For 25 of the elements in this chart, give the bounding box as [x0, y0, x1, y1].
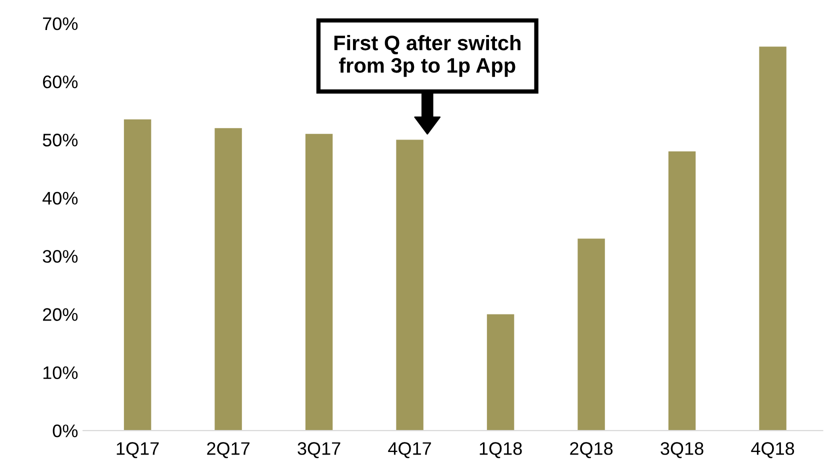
x-tick-label: 2Q18	[570, 442, 613, 458]
annotation: First Q after switch from 3p to 1p App	[334, 35, 520, 77]
bar	[124, 119, 152, 431]
y-tick-label: 20%	[43, 308, 78, 321]
bar	[668, 151, 696, 431]
y-tick-label: 40%	[42, 192, 78, 205]
y-tick-label: 0%	[52, 424, 78, 438]
bar	[486, 314, 514, 431]
y-tick-label: 10%	[43, 366, 78, 380]
y-tick-label: 70%	[43, 17, 78, 30]
bar	[578, 238, 605, 431]
bar	[396, 140, 424, 431]
bar	[214, 128, 242, 431]
x-tick-label: 3Q18	[660, 442, 704, 458]
y-tick-label: 30%	[42, 250, 78, 263]
x-tick-label: 1Q18	[480, 442, 522, 458]
x-tick-label: 4Q17	[388, 442, 431, 458]
x-tick-label: 3Q17	[298, 442, 340, 458]
x-tick-label: 2Q17	[207, 442, 250, 458]
x-tick-label: 1Q17	[116, 442, 159, 458]
bar	[305, 134, 333, 431]
y-tick-label: 50%	[42, 134, 78, 146]
x-tick-label: 4Q18	[751, 442, 794, 458]
bar	[759, 46, 786, 431]
y-tick-label: 60%	[43, 76, 78, 88]
